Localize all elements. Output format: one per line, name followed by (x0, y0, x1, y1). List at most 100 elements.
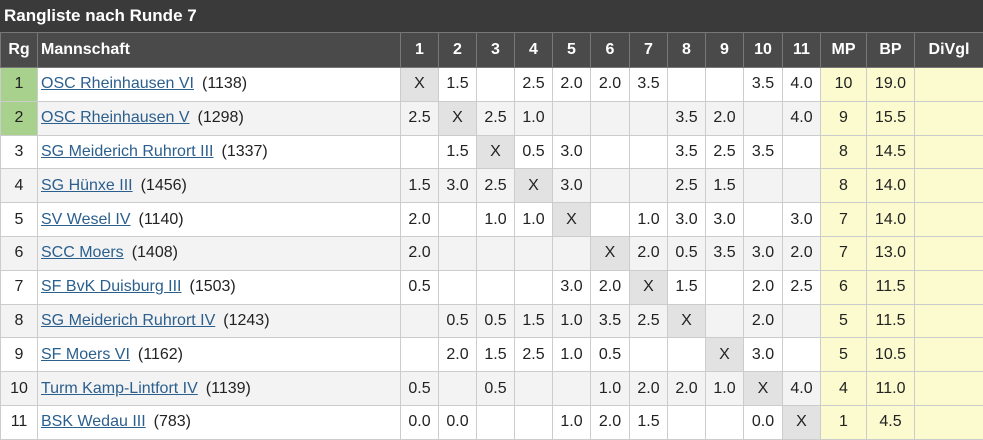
result-cell: 0.5 (439, 304, 477, 338)
team-link[interactable]: SG Meiderich Ruhrort IV (41, 312, 215, 329)
team-rating: (1140) (139, 211, 184, 228)
result-cell (515, 236, 553, 270)
team-link[interactable]: OSC Rheinhausen VI (41, 75, 194, 92)
rank-cell: 3 (1, 135, 38, 169)
result-cell: X (553, 203, 591, 237)
result-cell: 2.5 (477, 101, 515, 135)
result-cell: 1.0 (706, 372, 744, 406)
result-cell: 2.5 (401, 101, 439, 135)
rank-cell: 2 (1, 101, 38, 135)
result-cell: 0.5 (401, 270, 439, 304)
result-cell: X (591, 236, 630, 270)
result-cell: 1.5 (401, 169, 439, 203)
column-header: 11 (783, 33, 821, 68)
team-cell: SG Meiderich Ruhrort IV (1243) (38, 304, 401, 338)
result-cell: 3.5 (744, 135, 783, 169)
team-link[interactable]: SCC Moers (41, 244, 124, 261)
result-cell (744, 101, 783, 135)
result-cell: 2.0 (591, 270, 630, 304)
result-cell: 2.5 (477, 169, 515, 203)
result-cell (553, 236, 591, 270)
result-cell: X (401, 68, 439, 102)
bp-cell: 11.5 (867, 270, 915, 304)
result-cell (668, 338, 706, 372)
column-header: 7 (630, 33, 668, 68)
result-cell: 0.5 (668, 236, 706, 270)
result-cell: 2.5 (515, 68, 553, 102)
result-cell (515, 270, 553, 304)
rank-cell: 4 (1, 169, 38, 203)
team-link[interactable]: SF Moers VI (41, 346, 130, 363)
result-cell: 2.0 (668, 372, 706, 406)
result-cell: 2.0 (401, 203, 439, 237)
result-cell: X (668, 304, 706, 338)
mp-cell: 4 (821, 372, 867, 406)
team-rating: (1456) (141, 177, 187, 194)
result-cell: 1.0 (591, 372, 630, 406)
result-cell: 3.0 (744, 236, 783, 270)
column-header: Mannschaft (38, 33, 401, 68)
column-header: 9 (706, 33, 744, 68)
result-cell (630, 101, 668, 135)
column-header: Rg (1, 33, 38, 68)
column-header: BP (867, 33, 915, 68)
result-cell (706, 68, 744, 102)
bp-cell: 14.5 (867, 135, 915, 169)
mp-cell: 5 (821, 338, 867, 372)
result-cell (439, 372, 477, 406)
result-cell: 3.5 (668, 135, 706, 169)
column-header: 8 (668, 33, 706, 68)
mp-cell: 10 (821, 68, 867, 102)
result-cell: 0.0 (439, 405, 477, 439)
team-link[interactable]: OSC Rheinhausen V (41, 109, 190, 126)
team-link[interactable]: SG Hünxe III (41, 177, 133, 194)
divgl-cell (915, 304, 983, 338)
divgl-cell (915, 203, 983, 237)
result-cell: X (515, 169, 553, 203)
result-cell: 2.0 (401, 236, 439, 270)
team-link[interactable]: BSK Wedau III (41, 413, 146, 430)
bp-cell: 11.5 (867, 304, 915, 338)
result-cell: 3.0 (783, 203, 821, 237)
result-cell: X (706, 338, 744, 372)
result-cell: 4.0 (783, 68, 821, 102)
bp-cell: 10.5 (867, 338, 915, 372)
team-link[interactable]: SV Wesel IV (41, 211, 131, 228)
result-cell: 2.5 (630, 304, 668, 338)
team-link[interactable]: SG Meiderich Ruhrort III (41, 143, 214, 160)
team-link[interactable]: Turm Kamp-Lintfort IV (41, 380, 198, 397)
team-rating: (1139) (206, 380, 251, 397)
result-cell: 1.0 (553, 304, 591, 338)
result-cell (591, 169, 630, 203)
result-cell: 3.0 (439, 169, 477, 203)
result-cell (783, 169, 821, 203)
result-cell (744, 169, 783, 203)
team-link[interactable]: SF BvK Duisburg III (41, 278, 182, 295)
result-cell (668, 405, 706, 439)
result-cell: 1.0 (553, 405, 591, 439)
team-cell: SF Moers VI (1162) (38, 338, 401, 372)
result-cell (706, 405, 744, 439)
result-cell (515, 405, 553, 439)
result-cell (477, 68, 515, 102)
result-cell: 1.5 (439, 135, 477, 169)
result-cell (744, 203, 783, 237)
mp-cell: 7 (821, 203, 867, 237)
result-cell: 0.0 (401, 405, 439, 439)
team-cell: OSC Rheinhausen VI (1138) (38, 68, 401, 102)
result-cell: 0.0 (744, 405, 783, 439)
result-cell: 4.0 (783, 101, 821, 135)
result-cell: 3.5 (668, 101, 706, 135)
result-cell: 1.0 (477, 203, 515, 237)
mp-cell: 9 (821, 101, 867, 135)
